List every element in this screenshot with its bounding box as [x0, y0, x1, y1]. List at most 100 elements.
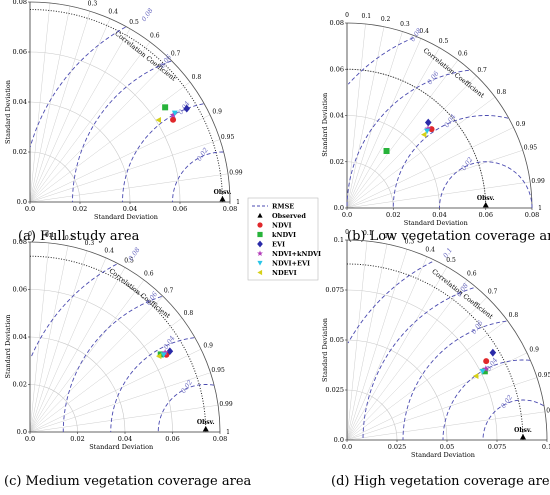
corr-radial-line	[29, 5, 71, 203]
std-arc	[346, 115, 440, 209]
corr-radial-line	[346, 149, 523, 209]
legend-item-ndevi: NDEVI	[257, 269, 297, 277]
point-ndvi-plus-evi	[424, 128, 431, 135]
corr-tick-label: 1	[236, 199, 240, 206]
std-arc	[29, 241, 221, 433]
y-tick-label: 0.05	[330, 336, 344, 344]
corr-tick-label: 0.99	[531, 178, 545, 185]
legend-label: kNDVI	[272, 231, 296, 239]
std-arc	[29, 51, 181, 203]
legend-item-kndvi: kNDVI	[257, 231, 296, 239]
rmse-contour	[439, 161, 533, 209]
point-ndvi	[428, 126, 435, 133]
point-evi	[489, 348, 497, 357]
corr-tick-label: 0.4	[425, 246, 435, 253]
observed-label: Obsv.	[514, 427, 532, 434]
corr-radial-line	[346, 59, 459, 209]
x-tick-label: 0.06	[479, 211, 493, 219]
rmse-contour	[172, 151, 224, 203]
corr-tick-label: 0.1	[363, 230, 373, 237]
y-axis-title: Standard Deviation	[4, 80, 12, 144]
corr-radial-line	[29, 372, 211, 433]
rmse-contour-label: 0.06	[426, 70, 441, 86]
point-evi	[166, 347, 174, 356]
x-tick-label: 0.06	[165, 435, 179, 443]
x-tick-label: 0.08	[213, 435, 227, 443]
x-axis-title: Standard Deviation	[94, 213, 158, 221]
rmse-contour	[346, 69, 469, 209]
point-ndevi	[473, 373, 479, 380]
x-tick-label: 0.075	[488, 443, 507, 451]
corr-tick-label: 0.3	[85, 240, 95, 247]
panel-title: (d) High vegetation coverage area	[331, 474, 550, 489]
x-tick-label: 0.02	[73, 205, 87, 213]
std-arc	[346, 68, 487, 209]
observed-marker	[520, 434, 526, 440]
legend-item-ndvi: NDVI	[257, 221, 292, 229]
star-legend-marker	[257, 250, 263, 257]
y-tick-label: 0.0	[334, 436, 344, 444]
legend-item-observed: Observed	[257, 212, 306, 220]
outer-arc	[29, 1, 231, 203]
corr-radial-line	[29, 11, 91, 203]
y-tick-label: 0.0	[17, 428, 27, 436]
diamond-legend-marker	[257, 240, 263, 248]
corr-radial-line	[346, 352, 528, 441]
legend-label: NDEVI	[272, 269, 297, 277]
legend-label: EVI	[272, 240, 285, 248]
corr-tick-label: 0.4	[108, 8, 118, 15]
corr-tick-label: 0.95	[211, 367, 225, 374]
corr-radial-line	[346, 31, 403, 209]
corr-radial-line	[346, 279, 468, 441]
corr-radial-line	[346, 75, 477, 209]
rmse-contour	[482, 399, 544, 441]
point-ndvi-plus-kndvi	[482, 365, 490, 372]
corr-tick-label: 0.95	[221, 134, 235, 141]
std-arc	[29, 151, 81, 203]
y-tick-label: 0.0	[17, 198, 27, 206]
corr-tick-label: 0.6	[144, 271, 154, 278]
rmse-contour	[72, 60, 172, 203]
corr-radial-line	[346, 249, 408, 441]
corr-tick-label: 1	[226, 429, 230, 436]
corr-radial-line	[29, 317, 183, 433]
corr-radial-line	[346, 266, 448, 441]
corr-radial-line	[29, 41, 151, 203]
corr-radial-line	[29, 267, 126, 433]
corr-tick-label: 0.8	[509, 312, 519, 319]
legend-label: NDVI+EVI	[272, 259, 310, 267]
y-tick-label: 0.075	[325, 286, 344, 294]
corr-radial-line	[346, 38, 422, 209]
corr-tick-label: 0.95	[524, 145, 538, 152]
std-arc	[346, 161, 394, 209]
x-tick-label: 0.0	[342, 211, 352, 219]
corr-radial-line	[29, 2, 51, 203]
corr-tick-label: 0.7	[171, 51, 181, 58]
x-tick-label: 0.02	[386, 211, 400, 219]
y-axis-title: Standard Deviation	[321, 318, 329, 382]
rmse-contour	[122, 103, 204, 203]
corr-tick-label: 0	[345, 229, 349, 236]
observed-marker	[482, 202, 489, 208]
corr-radial-line	[346, 256, 428, 441]
point-kndvi	[383, 147, 390, 154]
taylor-panel-2: 0 0.1 0.20.30.40.50.60.70.80.90.950.991Cor…	[321, 12, 550, 244]
x-tick-label: 0.08	[525, 211, 539, 219]
triangle-down-legend-marker	[257, 260, 263, 266]
rmse-contour	[362, 287, 474, 441]
std-arc	[346, 22, 533, 209]
std-arc	[29, 1, 231, 203]
corr-tick-label: 0.6	[150, 33, 160, 40]
std-arc	[346, 339, 448, 441]
x-tick-label: 0.1	[542, 443, 550, 451]
legend-box	[247, 197, 319, 281]
std-arc	[29, 289, 173, 433]
y-tick-label: 0.06	[330, 65, 344, 73]
observed-marker	[202, 426, 209, 432]
corr-radial-line	[29, 58, 171, 203]
corr-tick-label: 0.4	[104, 248, 114, 255]
corr-radial-line	[346, 96, 496, 209]
corr-tick-label: 0.2	[67, 0, 77, 2]
x-tick-label: 0.0	[342, 443, 352, 451]
y-tick-label: 0.08	[13, 238, 27, 246]
